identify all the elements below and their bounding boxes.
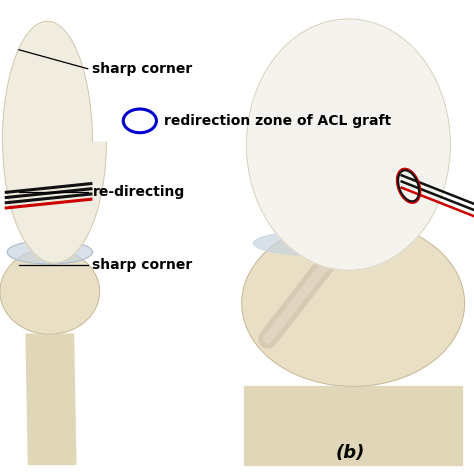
Text: sharp corner: sharp corner [92,258,192,273]
Polygon shape [7,240,92,264]
Polygon shape [0,249,100,334]
Polygon shape [26,334,76,465]
Polygon shape [242,220,465,386]
Polygon shape [2,21,106,263]
Polygon shape [244,386,462,465]
Text: (b): (b) [336,444,365,462]
Text: redirection zone of ACL graft: redirection zone of ACL graft [164,114,391,128]
Text: sharp corner: sharp corner [92,62,192,76]
Polygon shape [254,230,410,256]
Polygon shape [246,19,450,270]
Text: re-directing: re-directing [92,185,185,199]
